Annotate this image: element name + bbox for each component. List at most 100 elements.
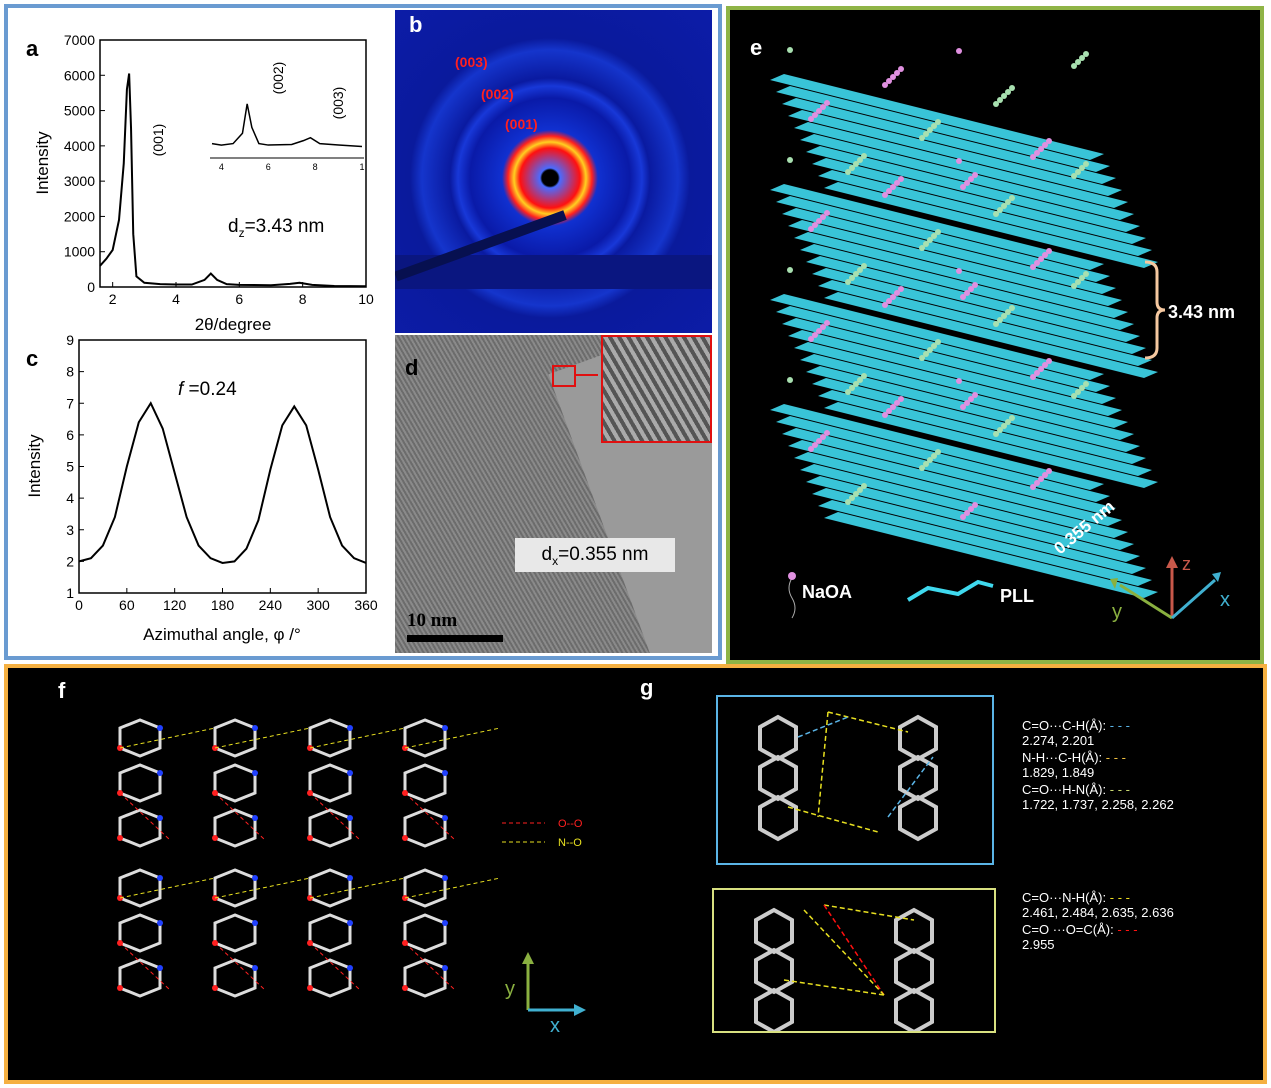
naoa-molecule xyxy=(960,294,966,300)
naoa-molecule xyxy=(919,135,925,141)
axes-c xyxy=(78,339,367,594)
peptide-chain xyxy=(308,958,352,998)
oxygen-atom xyxy=(402,985,408,991)
peptide-chain xyxy=(403,958,447,998)
naoa-molecule xyxy=(1083,161,1089,167)
inset-x-tick-label: 8 xyxy=(313,162,318,172)
naoa-molecule xyxy=(956,48,962,54)
naoa-molecule xyxy=(931,123,937,129)
pll-sheet xyxy=(788,220,1122,306)
charts-ac: a c 2 4 6 8 10010002000300040005000600070004… xyxy=(25,32,378,644)
naoa-molecule xyxy=(816,108,822,114)
nitrogen-atom xyxy=(157,875,163,881)
naoa-molecule xyxy=(787,47,793,53)
nitrogen-atom xyxy=(347,965,353,971)
legend-bottom: C=O···N-H(Å): - - - 2.461, 2.484, 2.635,… xyxy=(1022,890,1174,952)
naoa-molecule xyxy=(993,211,999,217)
pll-sheet xyxy=(812,158,1146,244)
naoa-molecule xyxy=(861,373,867,379)
inset-x-tick-label: 4 xyxy=(219,162,224,172)
dash-swatch: - - - xyxy=(1109,890,1130,905)
naoa-molecule xyxy=(960,404,966,410)
dash-swatch: - - - xyxy=(1117,922,1138,937)
zoom-region-box xyxy=(552,365,576,387)
tem-inset-zoom xyxy=(601,335,712,443)
dash-swatch: - - - xyxy=(1109,718,1130,733)
naoa-molecule xyxy=(890,404,896,410)
x-tick-label: 120 xyxy=(163,597,187,613)
naoa-molecule xyxy=(808,226,814,232)
x-tick-label: 0 xyxy=(75,597,83,613)
peptide-chain xyxy=(754,907,794,955)
nitrogen-atom xyxy=(157,920,163,926)
naoa-molecule xyxy=(935,339,941,345)
pll-sheet xyxy=(794,342,1128,428)
hbond-line xyxy=(827,711,909,733)
zoom-arrow-icon xyxy=(574,374,598,376)
peptide-chain xyxy=(118,958,162,998)
naoa-molecule xyxy=(960,514,966,520)
naoa-molecule xyxy=(993,321,999,327)
naoa-molecule xyxy=(882,412,888,418)
naoa-molecule xyxy=(997,427,1003,433)
naoa-molecule xyxy=(824,320,830,326)
naoa-molecule xyxy=(964,180,970,186)
naoa-molecule xyxy=(927,457,933,463)
pll-sheet xyxy=(806,256,1140,342)
naoa-molecule xyxy=(997,207,1003,213)
naoa-molecule xyxy=(857,487,863,493)
naoa-molecule xyxy=(820,214,826,220)
naoa-molecule xyxy=(968,506,974,512)
naoa-molecule xyxy=(898,66,904,72)
naoa-molecule xyxy=(861,153,867,159)
naoa-molecule xyxy=(1046,248,1052,254)
naoa-molecule xyxy=(1030,374,1036,380)
naoa-molecule xyxy=(927,347,933,353)
peptide-chain xyxy=(118,808,162,848)
legend-values: 1.829, 1.849 xyxy=(1022,765,1095,780)
n-o-bond xyxy=(119,877,216,899)
naoa-molecule xyxy=(857,267,863,273)
peptide-chain xyxy=(758,794,798,842)
axis-z-label: z xyxy=(1182,554,1191,574)
naoa-molecule xyxy=(1046,358,1052,364)
legend-oo-label: O--O xyxy=(558,818,583,830)
o-o-bond xyxy=(214,792,266,841)
naoa-molecule xyxy=(1079,385,1085,391)
pll-sheet xyxy=(794,452,1128,538)
scale-bar-label: 10 nm xyxy=(407,610,458,631)
nitrogen-atom xyxy=(442,815,448,821)
naoa-molecule xyxy=(845,169,851,175)
pll-sheet xyxy=(824,182,1158,268)
naoa-molecule xyxy=(956,158,962,164)
hbond-legend: C=O···C-H(Å): - - - 2.274, 2.201 N-H···C… xyxy=(1022,718,1174,952)
panel-label-a: a xyxy=(26,36,39,61)
nitrogen-atom xyxy=(157,770,163,776)
legend-label: C=O···C-H(Å): xyxy=(1022,718,1107,733)
naoa-molecule xyxy=(1009,85,1015,91)
y-tick-label: 7000 xyxy=(64,32,95,48)
naoa-molecule xyxy=(968,176,974,182)
naoa-molecule xyxy=(1071,283,1077,289)
peptide-chain xyxy=(403,808,447,848)
naoa-molecule xyxy=(935,229,941,235)
xlabel-c: Azimuthal angle, φ /° xyxy=(143,625,301,644)
naoa-molecule xyxy=(1030,264,1036,270)
naoa-molecule xyxy=(882,192,888,198)
peak-002: (002) xyxy=(270,62,286,95)
legend-label: C=O ···O=C(Å): xyxy=(1022,922,1114,937)
panel-label-g: g xyxy=(640,675,654,700)
naoa-molecule xyxy=(894,180,900,186)
peptide-chain xyxy=(213,763,257,803)
pll-sheet xyxy=(800,464,1134,550)
peak-001: (001) xyxy=(150,124,166,157)
nitrogen-atom xyxy=(347,815,353,821)
naoa-molecule xyxy=(1034,150,1040,156)
n-o-bond xyxy=(214,877,311,899)
axis-x-label: x xyxy=(1220,589,1230,611)
pll-sheet xyxy=(818,170,1152,256)
axis-y-label-f: y xyxy=(505,978,515,1000)
nitrogen-atom xyxy=(442,770,448,776)
x-tick-label: 6 xyxy=(235,291,243,307)
legend-no-label: N--O xyxy=(558,837,582,849)
